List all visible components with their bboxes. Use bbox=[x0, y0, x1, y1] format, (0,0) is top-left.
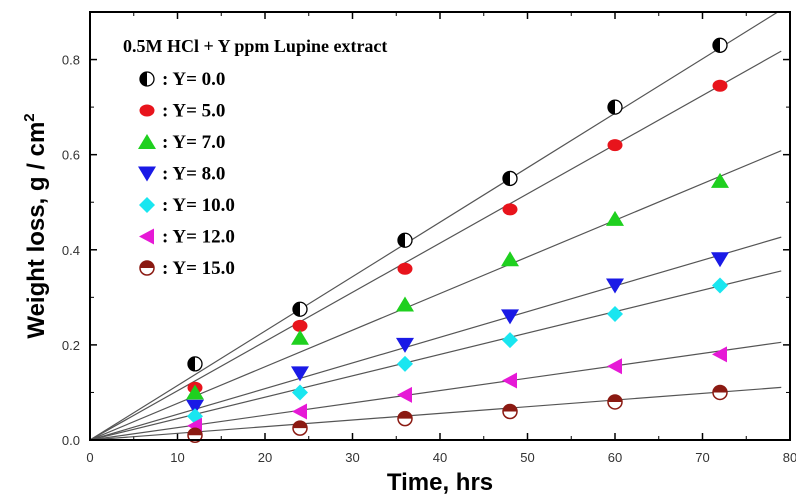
data-point bbox=[291, 329, 309, 345]
legend-marker bbox=[139, 104, 155, 117]
x-tick-label: 50 bbox=[520, 450, 534, 465]
x-tick-labels: 0 10 20 30 40 50 60 70 80 bbox=[86, 450, 796, 465]
data-point bbox=[711, 252, 729, 268]
data-point bbox=[291, 366, 309, 382]
y-tick-label: 0.2 bbox=[62, 338, 80, 353]
legend-label: : Y= 12.0 bbox=[162, 227, 235, 248]
y-tick-label: 0.0 bbox=[62, 433, 80, 448]
data-point bbox=[397, 262, 413, 275]
legend: 0.5M HCl + Y ppm Lupine extract : Y= 0.0… bbox=[123, 36, 387, 279]
data-point bbox=[712, 37, 728, 53]
data-point bbox=[396, 296, 414, 312]
data-point bbox=[396, 337, 414, 353]
y-tick-label: 0.4 bbox=[62, 243, 80, 258]
data-point bbox=[607, 358, 622, 375]
x-tick-label: 60 bbox=[608, 450, 622, 465]
legend-marker bbox=[138, 166, 156, 182]
data-point bbox=[186, 384, 204, 400]
data-point bbox=[712, 277, 728, 294]
data-point bbox=[186, 399, 204, 415]
plot-frame bbox=[89, 11, 791, 441]
data-point bbox=[502, 203, 518, 216]
data-point bbox=[292, 403, 307, 420]
legend-marker bbox=[139, 260, 155, 276]
data-point bbox=[397, 232, 413, 248]
data-point bbox=[607, 139, 623, 152]
fit-line bbox=[90, 341, 782, 440]
data-point bbox=[606, 210, 624, 226]
x-tick-label: 40 bbox=[433, 450, 447, 465]
x-tick-label: 80 bbox=[783, 450, 796, 465]
data-point bbox=[187, 427, 203, 443]
x-tick-label: 20 bbox=[258, 450, 272, 465]
y-axis-title: Weight loss, g / cm2 bbox=[21, 113, 50, 338]
data-point bbox=[397, 410, 413, 427]
data-point bbox=[397, 355, 413, 372]
fit-line bbox=[90, 236, 782, 440]
legend-marker bbox=[139, 197, 155, 213]
data-point bbox=[502, 170, 518, 187]
fit-line bbox=[90, 50, 782, 440]
data-point bbox=[607, 394, 623, 410]
data-points bbox=[186, 37, 729, 443]
data-point bbox=[292, 420, 308, 436]
fit-line bbox=[90, 150, 782, 440]
data-point bbox=[607, 305, 623, 322]
data-point bbox=[292, 319, 308, 332]
x-tick-label: 10 bbox=[170, 450, 184, 465]
data-point bbox=[397, 386, 412, 403]
legend-marker bbox=[139, 71, 155, 87]
legend-label: : Y= 5.0 bbox=[162, 101, 225, 122]
data-point bbox=[712, 384, 728, 401]
fit-line bbox=[90, 12, 779, 440]
x-axis-title: Time, hrs bbox=[387, 469, 493, 496]
data-point bbox=[501, 309, 519, 325]
x-tick-label: 30 bbox=[345, 450, 359, 465]
data-point bbox=[711, 172, 729, 188]
legend-label: : Y= 15.0 bbox=[162, 258, 235, 279]
data-point bbox=[187, 356, 203, 372]
data-point bbox=[712, 79, 728, 92]
data-point bbox=[607, 99, 623, 115]
y-axis-title-superscript: 2 bbox=[21, 113, 38, 121]
legend-label: : Y= 8.0 bbox=[162, 164, 225, 185]
legend-marker bbox=[139, 228, 154, 245]
data-point bbox=[502, 372, 517, 389]
data-point bbox=[502, 332, 518, 349]
y-tick-labels: 0.0 0.2 0.4 0.6 0.8 bbox=[62, 53, 80, 448]
data-point bbox=[502, 403, 518, 420]
legend-title: 0.5M HCl + Y ppm Lupine extract bbox=[123, 36, 387, 56]
legend-label: : Y= 7.0 bbox=[162, 132, 225, 153]
fit-line bbox=[90, 270, 782, 440]
x-tick-label: 0 bbox=[86, 450, 93, 465]
data-point bbox=[712, 346, 727, 363]
data-point bbox=[501, 251, 519, 267]
data-point bbox=[292, 384, 308, 401]
y-tick-label: 0.8 bbox=[62, 53, 80, 68]
y-axis-title-main: Weight loss, g / cm bbox=[23, 122, 50, 339]
legend-label: : Y= 0.0 bbox=[162, 69, 225, 90]
data-point bbox=[606, 278, 624, 294]
legend-label: : Y= 10.0 bbox=[162, 195, 235, 216]
x-tick-label: 70 bbox=[695, 450, 709, 465]
y-tick-label: 0.6 bbox=[62, 148, 80, 163]
fit-lines bbox=[90, 12, 782, 440]
data-point bbox=[292, 301, 308, 317]
fit-line bbox=[90, 386, 782, 440]
legend-marker bbox=[138, 134, 156, 149]
